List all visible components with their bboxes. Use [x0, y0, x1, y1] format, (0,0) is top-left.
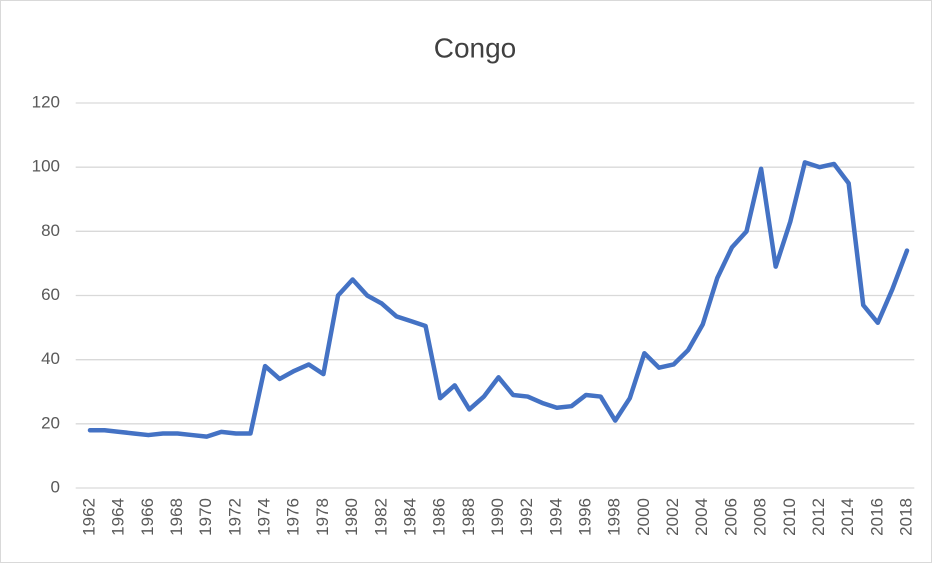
x-tick-label: 2000 — [634, 498, 653, 536]
x-tick-label: 1990 — [488, 498, 507, 536]
x-tick-label: 1976 — [284, 498, 303, 536]
x-tick-label: 1982 — [371, 498, 390, 536]
y-tick-label: 20 — [41, 413, 60, 432]
x-tick-label: 1992 — [517, 498, 536, 536]
x-tick-label: 1998 — [605, 498, 624, 536]
x-tick-label: 2006 — [721, 498, 740, 536]
x-tick-label: 1988 — [459, 498, 478, 536]
x-tick-label: 2014 — [838, 498, 857, 536]
x-tick-label: 1996 — [576, 498, 595, 536]
y-tick-label: 100 — [32, 157, 60, 176]
x-tick-label: 1978 — [313, 498, 332, 536]
x-tick-label: 1972 — [225, 498, 244, 536]
chart-title: Congo — [434, 32, 517, 63]
x-tick-label: 1964 — [109, 498, 128, 536]
x-tick-label: 1962 — [79, 498, 98, 536]
x-tick-label: 1968 — [167, 498, 186, 536]
x-tick-label: 1966 — [138, 498, 157, 536]
y-tick-label: 60 — [41, 285, 60, 304]
x-tick-label: 2010 — [780, 498, 799, 536]
x-tick-label: 1994 — [546, 498, 565, 536]
y-tick-label: 80 — [41, 221, 60, 240]
x-tick-label: 2018 — [896, 498, 915, 536]
x-tick-label: 2012 — [809, 498, 828, 536]
y-tick-label: 0 — [51, 477, 60, 496]
x-tick-label: 1974 — [255, 498, 274, 536]
x-tick-label: 2008 — [751, 498, 770, 536]
data-line — [87, 160, 910, 439]
x-tick-label: 1984 — [400, 498, 419, 536]
x-tick-label: 1986 — [430, 498, 449, 536]
x-tick-label: 2002 — [663, 498, 682, 536]
x-tick-label: 2016 — [867, 498, 886, 536]
x-tick-label: 1970 — [196, 498, 215, 536]
x-tick-label: 2004 — [692, 498, 711, 536]
y-tick-label: 40 — [41, 349, 60, 368]
x-tick-label: 1980 — [342, 498, 361, 536]
y-tick-label: 120 — [32, 92, 60, 111]
